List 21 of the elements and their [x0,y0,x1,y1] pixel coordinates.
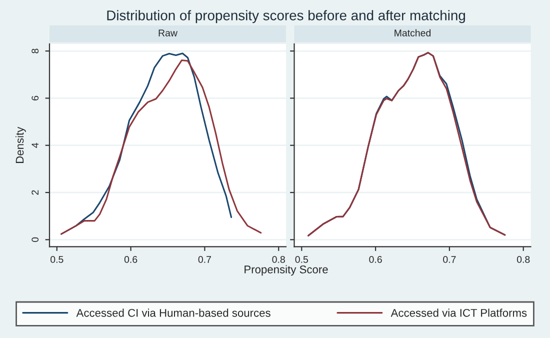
legend-label: Accessed CI via Human-based sources [76,308,270,317]
chart-title: Distribution of propensity scores before and after matching [107,10,465,24]
legend-label: Accessed via ICT Platforms [390,308,527,317]
y-tick-label: 4 [32,142,38,148]
y-tick-label: 2 [32,190,38,195]
x-tick-label: 0.7 [443,256,456,263]
y-tick-label: 0 [32,237,39,242]
x-tick-label: 0.5 [295,256,308,263]
y-axis-title: Density [15,126,26,163]
x-tick-label: 0.7 [198,256,211,263]
x-tick-label: 0.6 [369,256,382,263]
x-tick-label: 0.6 [124,256,138,263]
x-axis-title: Propensity Score [244,265,328,276]
x-tick-label: 0.8 [272,256,285,263]
chart-subtitle: Matched [394,29,431,36]
x-tick-label: 0.5 [50,256,64,263]
line-series [60,59,262,235]
y-tick-label: 6 [32,96,39,100]
y-tick-label: 8 [32,48,39,54]
chart-subtitle: Raw [158,30,178,36]
x-tick-label: 0.8 [516,256,530,263]
